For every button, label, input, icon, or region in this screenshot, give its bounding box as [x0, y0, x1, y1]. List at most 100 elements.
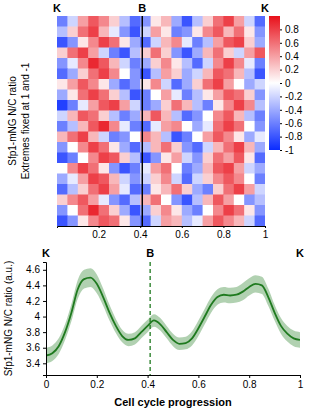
heatmap-cell	[255, 79, 265, 90]
heatmap-cell	[78, 27, 89, 38]
figure: 0.20.40.60.81KBKSfp1-mNG N/C ratioExtrem…	[0, 0, 320, 413]
y-axis-tick-mark	[43, 363, 46, 364]
heatmap-cell	[99, 69, 110, 80]
heatmap-cell	[171, 79, 182, 90]
y-axis-tick-mark	[43, 285, 46, 286]
heatmap-cell	[109, 132, 120, 143]
heatmap-cell	[57, 16, 68, 27]
colorbar-axis-tick: 0.6	[280, 38, 299, 49]
x-axis-title: Cell cycle progression	[114, 396, 232, 408]
heatmap-cell	[255, 216, 265, 227]
heatmap-cell	[234, 142, 245, 153]
heatmap-cell	[151, 184, 162, 195]
plot-area	[46, 262, 300, 375]
heatmap-cell	[223, 79, 234, 90]
heatmap-cell	[119, 79, 130, 90]
heatmap-cell	[234, 216, 245, 227]
heatmap-cell	[244, 205, 255, 216]
heatmap-x-axis-tick-mark	[140, 226, 141, 228]
heatmap-cell	[119, 48, 130, 59]
heatmap-cell	[182, 121, 193, 132]
x-axis-tick-mark	[97, 375, 98, 378]
heatmap-cell	[67, 48, 78, 59]
heatmap-cell	[244, 163, 255, 174]
heatmap-cell	[57, 100, 68, 111]
heatmap-cell	[151, 132, 162, 143]
heatmap-cell	[234, 163, 245, 174]
heatmap-cell	[78, 48, 89, 59]
heatmap-cell	[130, 27, 141, 38]
heatmap-cell	[213, 216, 224, 227]
heatmap-cell	[244, 142, 255, 153]
heatmap-cell	[151, 58, 162, 69]
heatmap-cell	[78, 69, 89, 80]
heatmap-cell	[171, 205, 182, 216]
heatmap-cell	[119, 153, 130, 164]
heatmap-cell	[171, 132, 182, 143]
heatmap-cell	[88, 153, 99, 164]
heatmap-cell	[151, 153, 162, 164]
heatmap-cell	[130, 58, 141, 69]
heatmap-cell	[171, 48, 182, 59]
heatmap-cell	[119, 163, 130, 174]
x-axis-tick-label: 0	[44, 379, 50, 390]
colorbar-axis-tick-label: 0.2	[285, 64, 299, 75]
colorbar-axis-tick-label: 0.4	[285, 51, 299, 62]
heatmap-cell	[99, 27, 110, 38]
heatmap-cell	[182, 111, 193, 122]
heatmap-cell	[151, 216, 162, 227]
heatmap-x-axis: 0.20.40.60.81	[58, 226, 269, 240]
heatmap-cell	[244, 216, 255, 227]
y-axis-title: Sfp1-mNG N/C ratio (a.u.)	[3, 261, 14, 377]
heatmap-cell	[244, 121, 255, 132]
colorbar-axis-tick-label: 0	[285, 78, 291, 89]
colorbar-axis-tick: -0.8	[280, 131, 303, 142]
heatmap-cell	[99, 121, 110, 132]
y-axis-tick-mark	[43, 301, 46, 302]
heatmap-cell	[130, 37, 141, 48]
x-axis-tick-mark	[148, 375, 149, 378]
colorbar-axis-tick-mark	[280, 110, 282, 111]
heatmap-cell	[234, 184, 245, 195]
heatmap-cell	[244, 58, 255, 69]
heatmap-cell	[67, 132, 78, 143]
phase-label: K	[261, 2, 269, 14]
x-axis-tick: 0	[44, 375, 50, 390]
heatmap-cell	[223, 174, 234, 185]
x-axis-tick-label: 0.4	[141, 379, 155, 390]
heatmap-cell	[244, 90, 255, 101]
heatmap-cell	[213, 69, 224, 80]
heatmap-cell	[244, 174, 255, 185]
heatmap-cell	[67, 121, 78, 132]
heatmap-y-label: Sfp1-mNG N/C ratio	[7, 76, 18, 166]
heatmap-cell	[223, 100, 234, 111]
heatmap-cell	[244, 100, 255, 111]
heatmap-cell	[255, 48, 265, 59]
heatmap-cell	[171, 216, 182, 227]
colorbar-axis-tick: -1	[280, 145, 294, 156]
heatmap-cell	[88, 37, 99, 48]
heatmap-cell	[223, 48, 234, 59]
heatmap-cell	[161, 174, 172, 185]
heatmap-cell	[234, 27, 245, 38]
heatmap-cell	[151, 195, 162, 206]
heatmap-cell	[119, 37, 130, 48]
heatmap-cell	[234, 16, 245, 27]
heatmap-cell	[213, 132, 224, 143]
heatmap-cell	[99, 16, 110, 27]
heatmap-cell	[182, 37, 193, 48]
heatmap-cell	[161, 37, 172, 48]
heatmap-cell	[203, 216, 214, 227]
heatmap-cell	[171, 163, 182, 174]
heatmap-x-axis-tick-label: 1	[263, 229, 269, 240]
heatmap-cell	[151, 163, 162, 174]
heatmap-cell	[182, 27, 193, 38]
heatmap-cell	[151, 16, 162, 27]
heatmap-cell	[130, 132, 141, 143]
heatmap-cell	[119, 16, 130, 27]
x-axis-tick-label: 0.2	[90, 379, 104, 390]
x-axis-tick: 1	[298, 375, 304, 390]
heatmap-cell	[88, 163, 99, 174]
heatmap-cell	[213, 142, 224, 153]
heatmap-cell	[151, 142, 162, 153]
